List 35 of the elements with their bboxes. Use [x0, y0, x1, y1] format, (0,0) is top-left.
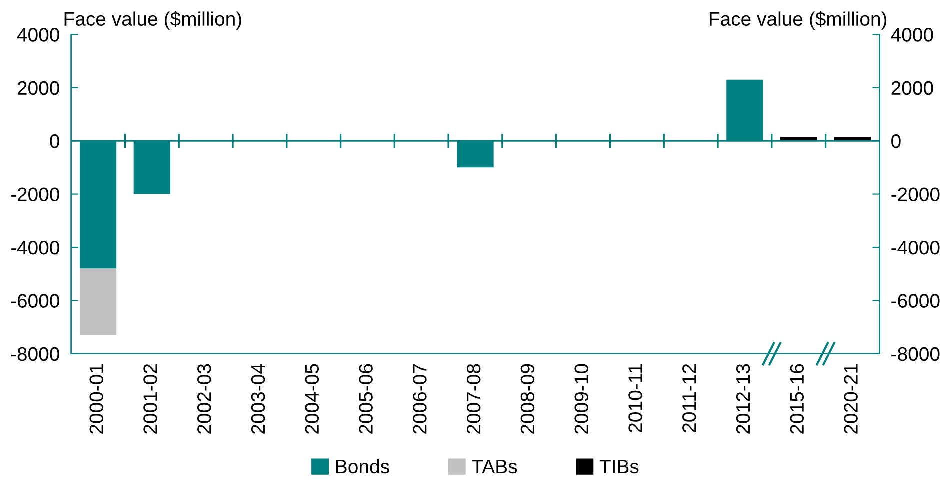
- y-tick-label: -2000: [11, 188, 60, 202]
- y2-tick-label: -2000: [892, 188, 940, 202]
- x-tick-label: 2008-09: [520, 364, 535, 434]
- y-axis-title: Face value ($million): [64, 11, 242, 30]
- y-tick-label: 0: [50, 134, 60, 148]
- y2-tick-label: -6000: [892, 294, 940, 308]
- legend-label: TIBs: [600, 460, 639, 474]
- x-tick-label: 2000-01: [90, 364, 104, 434]
- x-tick-label: 2009-10: [574, 364, 588, 434]
- y-tick-label: -4000: [11, 240, 60, 255]
- y2-tick-label: 2000: [892, 81, 934, 96]
- y2-tick-label: 4000: [891, 28, 934, 42]
- y2-tick-label: -4000: [892, 240, 940, 255]
- y-tick-label: -8000: [11, 347, 60, 362]
- y-tick-label: -6000: [11, 294, 60, 308]
- x-tick-label: 2012-13: [736, 364, 750, 434]
- x-tick-label: 2015-16: [790, 364, 804, 434]
- y2-tick-label: 0: [892, 134, 901, 148]
- x-tick-label: 2002-03: [198, 364, 212, 434]
- bar: [80, 268, 117, 336]
- x-tick-label: 2006-07: [413, 364, 427, 434]
- y2-tick-label: -8000: [892, 347, 940, 362]
- y2-axis-title: Face value ($million): [710, 11, 887, 30]
- x-tick-label: 2001-02: [144, 364, 158, 434]
- legend-label: Bonds: [336, 459, 390, 474]
- x-tick-label: 2020-21: [844, 364, 858, 434]
- x-tick-label: 2004-05: [305, 364, 320, 434]
- x-tick-label: 2003-04: [251, 364, 266, 434]
- x-tick-label: 2011-12: [682, 364, 696, 432]
- legend-label: TABs: [472, 460, 518, 474]
- y-tick-label: 2000: [18, 81, 60, 96]
- x-tick-label: 2010-11: [628, 364, 642, 432]
- y-tick-label: 4000: [17, 28, 60, 42]
- x-tick-label: 2007-08: [466, 364, 481, 434]
- x-tick-label: 2005-06: [359, 364, 373, 434]
